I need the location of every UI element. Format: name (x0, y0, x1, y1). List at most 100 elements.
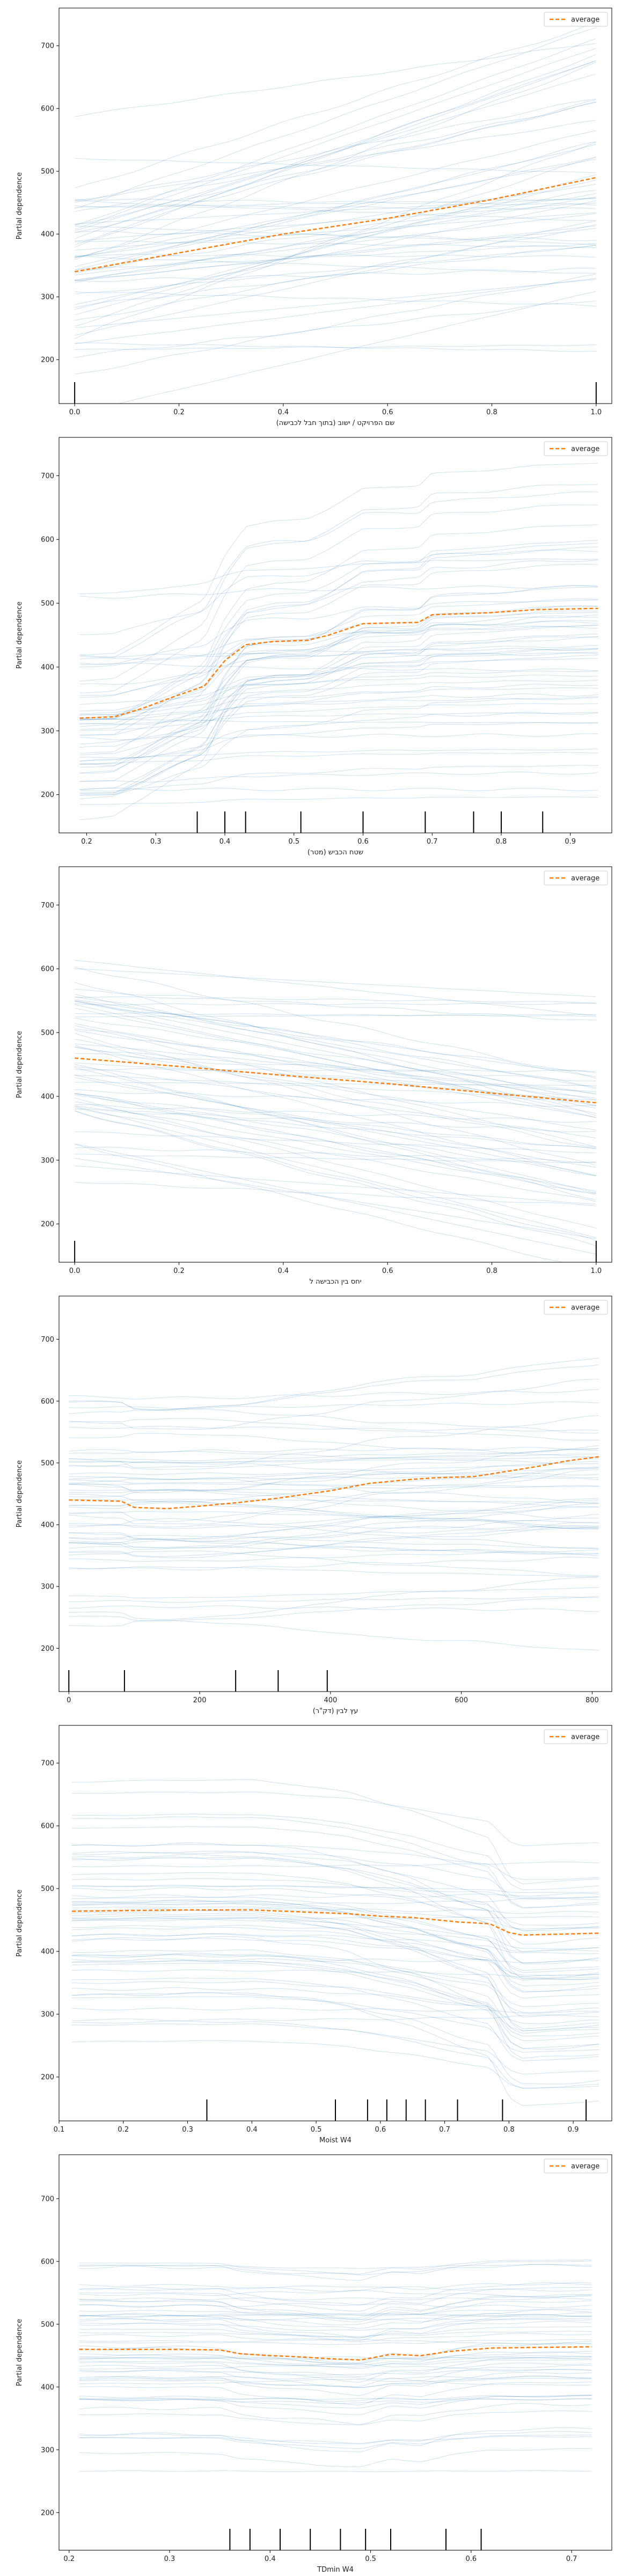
ice-lines (75, 23, 596, 431)
ice-line (72, 1857, 599, 1944)
y-tick-label: 400 (41, 663, 54, 671)
x-tick-label: 0.7 (427, 838, 438, 846)
x-tick-label: 0.8 (496, 838, 507, 846)
ice-line (75, 103, 596, 225)
ice-line (80, 611, 598, 764)
y-tick-label: 300 (41, 727, 54, 735)
ice-line (69, 1498, 598, 1540)
ice-line (80, 734, 598, 740)
y-tick-label: 600 (41, 1397, 54, 1406)
axes-frame (59, 437, 612, 833)
ice-line (79, 2411, 592, 2425)
y-tick-label: 600 (41, 536, 54, 544)
ice-line (75, 1003, 596, 1005)
chart-panel-6: 0.2 0.3 0.4 0.5 0.6 0.7200300400500600700TDmi… (16, 2155, 612, 2574)
ice-line (69, 1587, 598, 1598)
x-tick-label: 0.3 (182, 2126, 193, 2134)
ice-line (75, 174, 596, 315)
ice-line (69, 1365, 598, 1410)
ice-line (75, 1094, 596, 1194)
y-tick-label: 500 (41, 1885, 54, 1893)
ice-line (79, 2298, 592, 2300)
ice-line (75, 203, 596, 241)
ice-line (75, 61, 596, 245)
ice-line (69, 1557, 598, 1570)
ice-line (80, 752, 598, 764)
ice-line (75, 142, 596, 339)
y-tick-label: 500 (41, 168, 54, 176)
axes-frame (59, 1296, 612, 1692)
x-tick-label: 800 (586, 1696, 599, 1704)
ice-line (80, 634, 598, 789)
ice-line (69, 1484, 598, 1487)
ice-line (75, 279, 596, 344)
x-tick-label: 0.2 (118, 2126, 129, 2134)
ice-line (72, 2015, 599, 2021)
ice-line (79, 2435, 592, 2449)
y-tick-label: 200 (41, 356, 54, 364)
x-tick-label: 0.4 (265, 2555, 276, 2563)
x-tick-label: 1.0 (591, 1267, 602, 1275)
y-tick-label: 400 (41, 1521, 54, 1529)
ice-line (79, 2261, 592, 2280)
y-tick-label: 400 (41, 2383, 54, 2391)
axes-frame (59, 2155, 612, 2550)
legend-label: average (571, 875, 599, 883)
x-tick-label: 0.5 (288, 838, 299, 846)
ice-line (79, 2260, 592, 2274)
x-tick-label: 0.0 (69, 1267, 80, 1275)
ice-line (79, 2436, 592, 2443)
x-tick-label: 0.4 (277, 408, 289, 416)
ice-line (75, 967, 596, 1079)
ice-line (75, 157, 596, 267)
x-tick-label: 0.9 (568, 2126, 579, 2134)
y-axis-label: Partial dependence (16, 1031, 24, 1098)
x-axis-label: יחס בין הכבישה ל (309, 1278, 361, 1286)
x-tick-label: 400 (324, 1696, 337, 1704)
y-tick-label: 200 (41, 2074, 54, 2082)
ice-line (80, 560, 598, 719)
y-tick-label: 200 (41, 791, 54, 799)
axes-frame (59, 867, 612, 1262)
chart-panel-4: 0 200 400 600 800200300400500600700עץ לבין (… (16, 1296, 612, 1715)
x-tick-label: 0.9 (565, 838, 576, 846)
x-tick-label: 0.8 (503, 2126, 515, 2134)
ice-line (75, 1104, 596, 1122)
x-tick-label: 0.2 (63, 2555, 75, 2563)
ice-line (80, 614, 598, 747)
x-tick-label: 0.4 (277, 1267, 289, 1275)
ice-line (69, 1468, 598, 1521)
ice-line (79, 2470, 592, 2471)
ice-lines (72, 1780, 599, 2106)
ice-line (69, 1511, 598, 1523)
x-tick-label: 0.6 (357, 838, 369, 846)
x-tick-label: 600 (455, 1696, 468, 1704)
ice-line (75, 1144, 596, 1270)
ice-line (72, 1997, 599, 2052)
x-tick-label: 0.2 (173, 1267, 185, 1275)
ice-line (80, 600, 598, 724)
ice-line (72, 1814, 599, 1890)
x-tick-label: 0.3 (150, 838, 162, 846)
ice-line (69, 1418, 598, 1440)
x-tick-label: 0.8 (486, 408, 497, 416)
legend: average (544, 2159, 608, 2173)
chart-panel-1: 0.0 0.2 0.4 0.6 0.8 1.0200300400500600700שם ה… (16, 8, 612, 431)
ice-line (80, 626, 598, 794)
ice-line (75, 191, 596, 271)
ice-line (79, 2339, 592, 2344)
x-tick-label: 0.2 (81, 838, 92, 846)
x-tick-label: 0.6 (382, 408, 393, 416)
ice-line (69, 1409, 598, 1433)
ice-line (79, 2428, 592, 2453)
y-tick-label: 400 (41, 1948, 54, 1956)
ice-lines (79, 2260, 592, 2472)
ice-line (75, 43, 596, 117)
x-tick-label: 0.4 (219, 838, 231, 846)
ice-line (72, 1845, 599, 1880)
y-tick-label: 600 (41, 2258, 54, 2266)
average-line (75, 178, 596, 272)
ice-line (80, 697, 598, 795)
x-tick-label: 200 (193, 1696, 207, 1704)
ice-line (72, 1886, 599, 1893)
